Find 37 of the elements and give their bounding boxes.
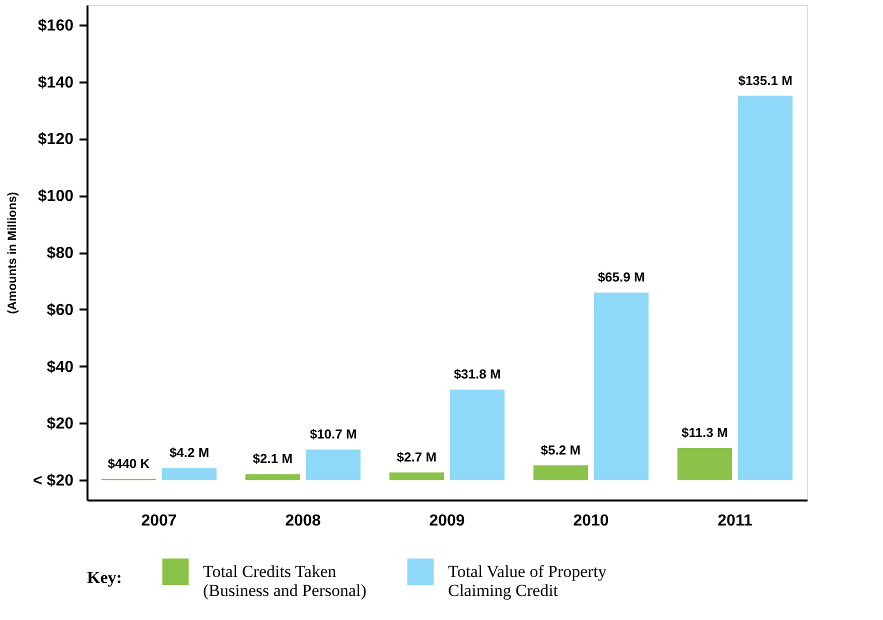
bar bbox=[594, 292, 649, 480]
data-label: $31.8 M bbox=[454, 366, 501, 382]
data-label: $65.9 M bbox=[598, 270, 645, 285]
data-label: $5.2 M bbox=[540, 442, 581, 458]
bar bbox=[533, 465, 588, 480]
data-label: $4.2 M bbox=[169, 445, 210, 460]
data-label: $10.7 M bbox=[310, 426, 357, 442]
x-tick-label: 2008 bbox=[285, 512, 321, 530]
bar bbox=[245, 474, 300, 480]
legend-title: Key: bbox=[87, 568, 122, 587]
bar bbox=[677, 448, 732, 480]
y-axis-title: (Amounts in Millions) bbox=[5, 192, 20, 314]
y-tick-label: $140 bbox=[38, 74, 74, 92]
bar bbox=[389, 472, 444, 480]
y-tick-label: $100 bbox=[38, 188, 74, 206]
y-tick-label: < $20 bbox=[33, 472, 74, 490]
y-tick-label: $120 bbox=[38, 131, 74, 148]
legend-label: Total Credits Taken (Business and Personal) bbox=[203, 562, 366, 600]
x-tick-label: 2007 bbox=[141, 512, 177, 530]
y-tick-label: $40 bbox=[46, 358, 74, 376]
bar bbox=[738, 96, 793, 480]
y-tick-label: $60 bbox=[46, 302, 74, 319]
x-tick-label: 2011 bbox=[718, 512, 752, 530]
data-label: $135.1 M bbox=[738, 72, 792, 88]
y-tick-label: $160 bbox=[38, 17, 74, 34]
y-tick-label: $80 bbox=[46, 245, 74, 262]
data-label: $2.1 M bbox=[252, 451, 293, 466]
bar bbox=[450, 390, 505, 480]
data-label: $440 K bbox=[108, 456, 150, 471]
data-label: $2.7 M bbox=[396, 449, 437, 464]
x-tick-label: 2010 bbox=[573, 512, 609, 530]
bar bbox=[306, 450, 361, 480]
legend-label: Total Value of Property Claiming Credit bbox=[448, 562, 608, 600]
bar bbox=[162, 468, 217, 480]
y-tick-label: $20 bbox=[46, 416, 74, 433]
data-label: $11.3 M bbox=[682, 424, 728, 440]
x-tick-label: 2009 bbox=[429, 512, 465, 530]
